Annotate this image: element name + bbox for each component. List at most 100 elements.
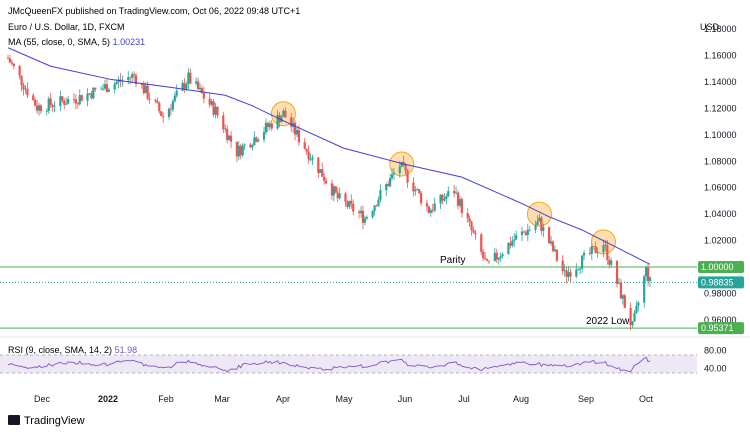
candle-body — [59, 96, 62, 107]
candle-body — [645, 266, 648, 277]
candle-body — [140, 84, 143, 85]
symbol-title: Euro / U.S. Dollar, 1D, FXCM — [8, 22, 125, 32]
candle-body — [534, 225, 537, 230]
candle-body — [549, 241, 553, 244]
candle-body — [76, 103, 79, 105]
candle-body — [115, 82, 118, 85]
candle-body — [443, 198, 446, 201]
candle-body — [187, 72, 190, 85]
candle-body — [181, 82, 184, 91]
candle-body — [608, 259, 611, 265]
candle-body — [484, 258, 487, 260]
candle-body — [623, 295, 626, 308]
low-badge: 0.95371 — [698, 322, 744, 335]
candle-body — [501, 254, 504, 257]
candle-body — [606, 244, 609, 260]
candle-body — [324, 180, 328, 184]
candle-body — [229, 135, 233, 142]
candle-body — [472, 230, 475, 233]
candle-body — [646, 266, 650, 282]
price-tick-label: 1.18000 — [704, 24, 737, 34]
time-tick-label: Dec — [34, 394, 51, 404]
low-label: 2022 Low — [586, 316, 630, 327]
candle-body — [460, 199, 463, 214]
candle-body — [200, 87, 204, 94]
candle-body — [282, 110, 285, 117]
candle-body — [425, 203, 429, 207]
time-axis[interactable]: Dec 2022 Feb Mar Apr May Jun Jul Aug Sep Oct — [34, 394, 654, 404]
candle-body — [553, 249, 557, 252]
candle-body — [24, 88, 27, 90]
candle-body — [567, 272, 570, 277]
candle-body — [216, 106, 219, 116]
candle-body — [305, 149, 308, 152]
candle-body — [487, 260, 491, 262]
candle-body — [493, 252, 496, 262]
ma-label: MA (55, close, 0, SMA, 5) 1.00231 — [8, 37, 145, 47]
candle-body — [416, 189, 419, 190]
candle-body — [375, 205, 378, 207]
candle-body — [454, 192, 458, 194]
candle-body — [420, 192, 423, 204]
candle-body — [594, 246, 597, 253]
candle-body — [169, 108, 173, 110]
last-price-badge: 0.98835 — [698, 276, 744, 289]
candle-body — [371, 211, 374, 218]
candle-body — [185, 84, 188, 89]
candle-body — [319, 169, 322, 173]
candle-body — [373, 205, 376, 212]
candle-body — [105, 84, 109, 92]
price-tick-label: 1.02000 — [704, 236, 737, 246]
candle-body — [359, 210, 363, 214]
rsi-band — [0, 355, 697, 373]
candle-body — [357, 211, 361, 214]
candle-body — [224, 128, 227, 130]
rsi-pane[interactable]: RSI (9, close, SMA, 14, 2) 51.98 80.00 4… — [0, 345, 727, 374]
moving-average-line — [7, 47, 651, 265]
candle-body — [412, 182, 415, 192]
candle-body — [379, 190, 382, 200]
price-pane[interactable]: Parity 2022 Low — [0, 47, 697, 331]
candle-body — [540, 217, 543, 231]
candle-body — [619, 282, 623, 299]
candle-body — [524, 232, 527, 235]
candle-body — [418, 189, 421, 193]
candle-body — [18, 65, 21, 76]
price-tick-label: 1.06000 — [704, 183, 737, 193]
candle-body — [101, 88, 105, 90]
candle-body — [167, 108, 171, 117]
candle-body — [74, 99, 77, 104]
candle-body — [596, 252, 599, 254]
candle-body — [317, 157, 320, 173]
candle-body — [621, 295, 624, 299]
candle-body — [307, 151, 310, 160]
candle-body — [34, 100, 37, 106]
candle-body — [90, 93, 93, 99]
candle-body — [262, 132, 266, 140]
candle-body — [468, 218, 471, 222]
candle-body — [26, 88, 29, 96]
candle-body — [509, 243, 512, 246]
candle-body — [631, 321, 634, 326]
rsi-tick-40: 40.00 — [704, 364, 727, 374]
candle-body — [72, 98, 76, 100]
candle-body — [643, 276, 646, 303]
candle-body — [398, 166, 401, 174]
candle-body — [385, 184, 388, 191]
candle-body — [406, 170, 409, 183]
candle-body — [485, 259, 489, 261]
price-axis[interactable]: 1.18000 1.16000 1.14000 1.12000 1.10000 1.080… — [704, 24, 737, 325]
candle-body — [297, 130, 301, 143]
candle-body — [538, 217, 541, 222]
rsi-line — [7, 356, 651, 373]
price-tick-label: 1.10000 — [704, 130, 737, 140]
candle-body — [61, 96, 64, 101]
candle-body — [499, 256, 502, 258]
candle-body — [183, 82, 186, 89]
candle-body — [528, 229, 531, 231]
candle-body — [542, 227, 545, 231]
tradingview-logo: TradingView — [8, 415, 85, 427]
candle-body — [78, 95, 81, 105]
candle-body — [202, 93, 205, 99]
